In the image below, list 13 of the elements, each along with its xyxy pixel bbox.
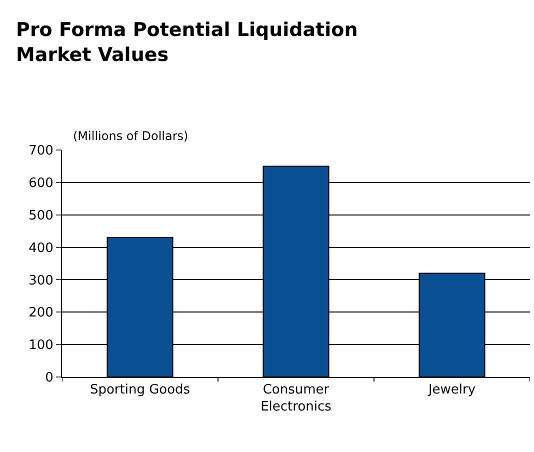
- y-tick-label: 400: [28, 240, 54, 256]
- x-tick-label: Consumer Electronics: [260, 382, 332, 414]
- chart-title: Pro Forma Potential Liquidation Market Values: [16, 19, 358, 66]
- y-axis-title: (Millions of Dollars): [73, 129, 188, 143]
- y-tick-label: 500: [28, 208, 54, 224]
- y-tick-label: 600: [28, 176, 54, 191]
- x-tick-label: Jewelry: [427, 382, 476, 398]
- x-tick-label: Sporting Goods: [90, 382, 190, 398]
- y-tick-label: 100: [28, 338, 54, 354]
- y-tick-label: 700: [28, 144, 54, 159]
- y-tick-label: 300: [28, 273, 54, 288]
- y-tick-label: 200: [28, 306, 54, 321]
- y-tick-label: 0: [45, 370, 54, 386]
